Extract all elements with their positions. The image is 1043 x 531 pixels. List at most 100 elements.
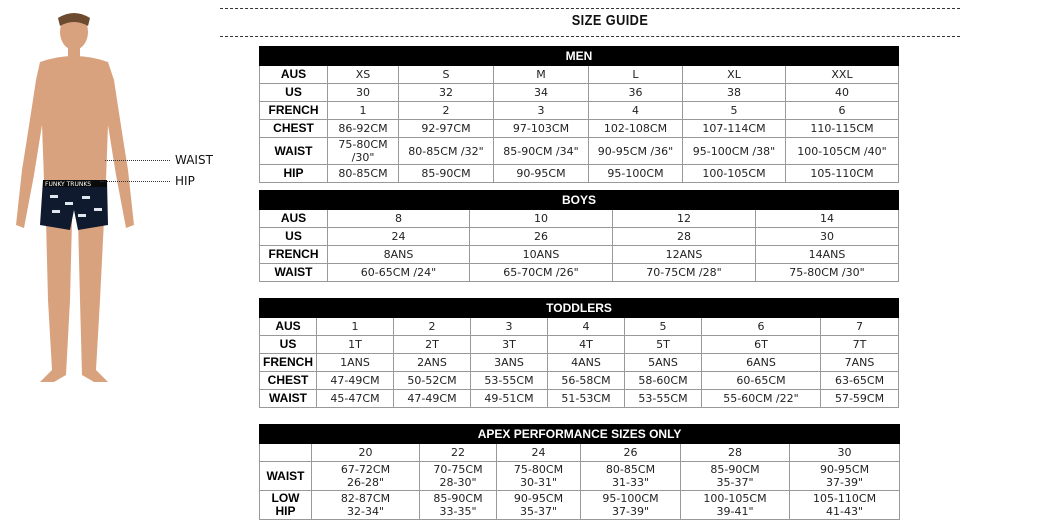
table-cell: M [493, 65, 589, 84]
table-cell: 80-85CM /32" [398, 137, 494, 165]
boys-size-table: BOYS AUS 8 10 12 14 US 24 26 28 30 FRENCH 8ANS 10ANS 1… [258, 190, 900, 282]
hip-marker-line [100, 181, 170, 182]
table-cell: 1 [316, 317, 394, 336]
table-cell: 6 [701, 317, 821, 336]
table-cell: 26 [580, 443, 681, 462]
row-label: CHEST [259, 371, 317, 390]
table-cell: 14ANS [754, 245, 900, 264]
table-cell: 49-51CM [470, 389, 548, 408]
table-cell: 30 [788, 443, 901, 462]
table-cell: 95-100CM /38" [682, 137, 786, 165]
table-row: WAIST 75-80CM /30" 80-85CM /32" 85-90CM /34… [259, 137, 899, 165]
table-cell: 51-53CM [547, 389, 625, 408]
table-cell: 60-65CM /24" [327, 263, 470, 282]
table-cell: 5 [624, 317, 702, 336]
table-cell: 56-58CM [547, 371, 625, 390]
table-cell: 105-110CM [785, 164, 899, 183]
table-cell: 92-97CM [398, 119, 494, 138]
table-cell: 100-105CM [682, 164, 786, 183]
model-figure: FUNKY TRUNKS [16, 13, 134, 382]
table-row: 20 22 24 26 28 30 [259, 443, 901, 462]
boys-table-title: BOYS [258, 190, 900, 210]
table-cell: 90-95CM 35-37" [496, 490, 581, 520]
table-cell: 34 [493, 83, 589, 102]
table-cell: 6ANS [701, 353, 821, 372]
table-cell: 53-55CM [624, 389, 702, 408]
men-table-title: MEN [259, 46, 899, 66]
table-cell: 67-72CM 26-28" [311, 461, 420, 491]
table-cell: 97-103CM [493, 119, 589, 138]
table-cell: 90-95CM [493, 164, 589, 183]
table-cell: 100-105CM 39-41" [680, 490, 790, 520]
table-cell: 5 [682, 101, 786, 120]
table-cell: 107-114CM [682, 119, 786, 138]
table-cell: 4ANS [547, 353, 625, 372]
trunks: FUNKY TRUNKS [40, 180, 108, 230]
table-cell: 58-60CM [624, 371, 702, 390]
table-cell: XS [327, 65, 399, 84]
table-cell: 90-95CM 37-39" [788, 461, 901, 491]
title-divider [220, 36, 960, 37]
table-cell: 85-90CM [398, 164, 494, 183]
page-title: SIZE GUIDE [571, 12, 649, 29]
toddlers-size-table: TODDLERS AUS 1 2 3 4 5 6 7 US 1T 2T 3T 4T 5T 6T 7T FRENCH… [258, 298, 900, 408]
row-label: FRENCH [259, 353, 317, 372]
table-row: AUS XS S M L XL XXL [259, 65, 899, 84]
table-cell: 7 [819, 317, 900, 336]
table-cell: 53-55CM [470, 371, 548, 390]
row-label [259, 443, 312, 462]
table-cell: 105-110CM 41-43" [788, 490, 901, 520]
table-row: AUS 8 10 12 14 [259, 209, 900, 228]
row-label: WAIST [259, 461, 312, 491]
table-cell: 3 [470, 317, 548, 336]
row-label: WAIST [259, 389, 317, 408]
table-cell: 80-85CM 31-33" [580, 461, 681, 491]
row-label: WAIST [259, 137, 328, 165]
table-cell: 30 [754, 227, 900, 246]
table-cell: 7ANS [819, 353, 900, 372]
row-label: FRENCH [259, 101, 328, 120]
table-row: FRENCH 1ANS 2ANS 3ANS 4ANS 5ANS 6ANS 7ANS [259, 353, 900, 372]
table-cell: 26 [469, 227, 613, 246]
table-cell: 50-52CM [393, 371, 471, 390]
table-cell: 102-108CM [588, 119, 683, 138]
table-cell: 4 [588, 101, 683, 120]
table-row: US 30 32 34 36 38 40 [259, 83, 899, 102]
toddlers-table-title: TODDLERS [258, 298, 900, 318]
table-cell: 12ANS [612, 245, 756, 264]
table-row: WAIST 45-47CM 47-49CM 49-51CM 51-53CM 53-55CM… [259, 389, 900, 408]
table-cell: 90-95CM /36" [588, 137, 683, 165]
table-cell: 45-47CM [316, 389, 394, 408]
table-cell: 65-70CM /26" [469, 263, 613, 282]
table-cell: 95-100CM 37-39" [580, 490, 681, 520]
table-cell: 75-80CM 30-31" [496, 461, 581, 491]
table-cell: 2ANS [393, 353, 471, 372]
table-cell: 55-60CM /22" [701, 389, 821, 408]
row-label: AUS [259, 317, 317, 336]
table-cell: 110-115CM [785, 119, 899, 138]
row-label: US [259, 83, 328, 102]
table-cell: 75-80CM /30" [327, 137, 399, 165]
table-cell: 2 [398, 101, 494, 120]
table-cell: 60-65CM [701, 371, 821, 390]
table-cell: 5ANS [624, 353, 702, 372]
table-cell: 95-100CM [588, 164, 683, 183]
body-silhouette [16, 14, 134, 382]
table-cell: 85-90CM 35-37" [680, 461, 790, 491]
table-cell: 20 [311, 443, 420, 462]
table-row: WAIST 60-65CM /24" 65-70CM /26" 70-75CM /28… [259, 263, 900, 282]
table-cell: 6 [785, 101, 899, 120]
table-row: CHEST 47-49CM 50-52CM 53-55CM 56-58CM 58-60CM… [259, 371, 900, 390]
table-cell: 85-90CM 33-35" [419, 490, 497, 520]
table-row: FRENCH 8ANS 10ANS 12ANS 14ANS [259, 245, 900, 264]
table-cell: 40 [785, 83, 899, 102]
table-cell: 100-105CM /40" [785, 137, 899, 165]
row-label: AUS [259, 65, 328, 84]
table-cell: 75-80CM /30" [754, 263, 900, 282]
table-cell: 1T [316, 335, 394, 354]
table-cell: 6T [701, 335, 821, 354]
table-cell: 32 [398, 83, 494, 102]
table-cell: 2 [393, 317, 471, 336]
table-cell: 38 [682, 83, 786, 102]
row-label: AUS [259, 209, 328, 228]
